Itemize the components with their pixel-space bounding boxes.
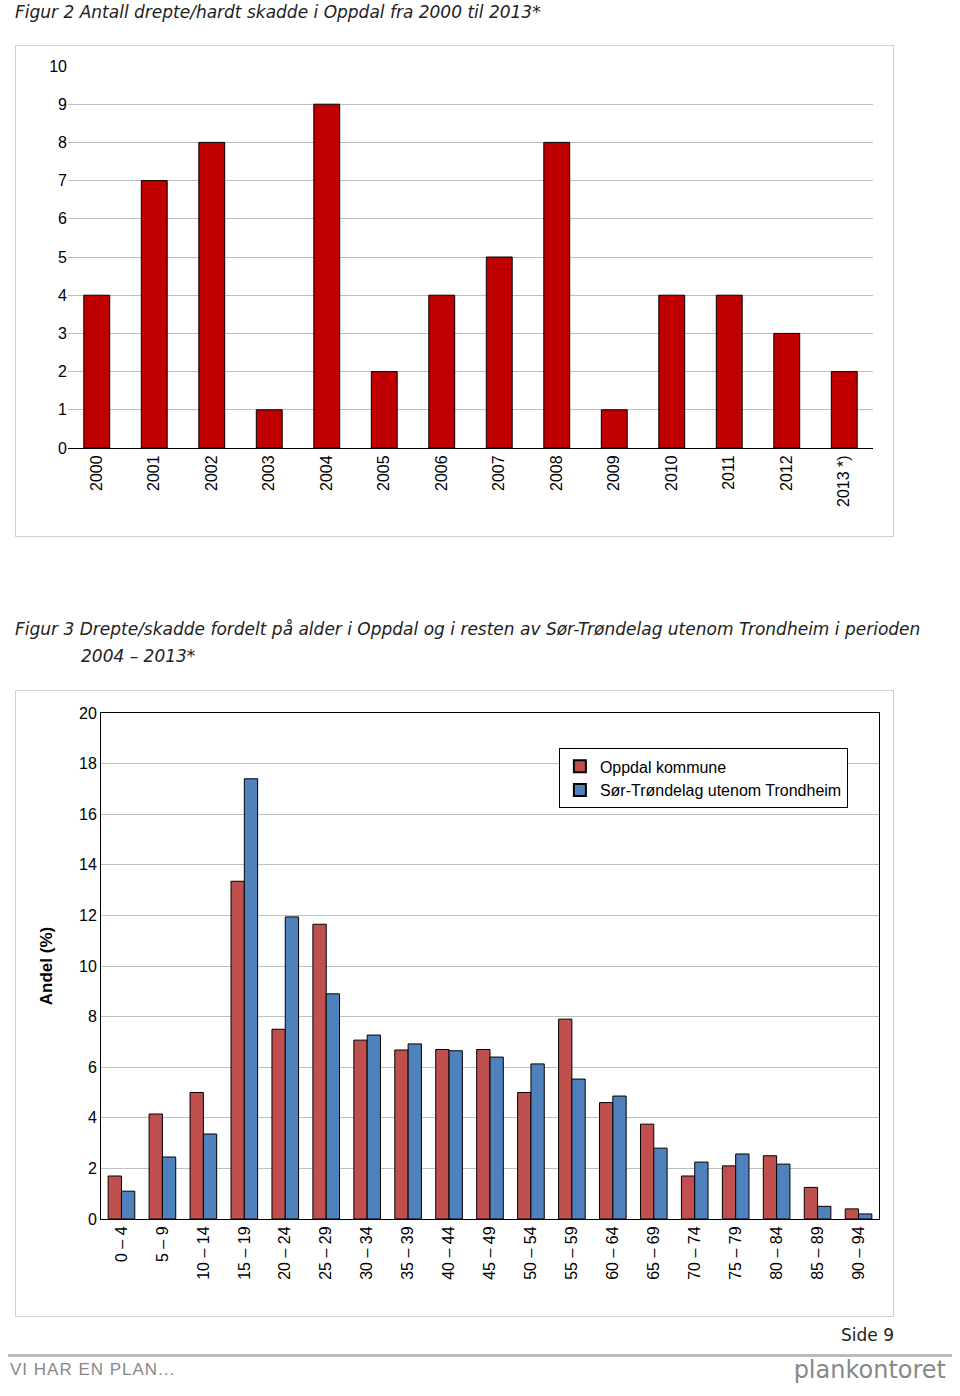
svg-text:12: 12 (79, 907, 97, 924)
svg-text:10: 10 (79, 958, 97, 975)
svg-text:40 – 44: 40 – 44 (440, 1226, 457, 1279)
svg-text:25 – 29: 25 – 29 (317, 1226, 334, 1279)
html-text:plankontoret: plankontoret (793, 1356, 946, 1384)
svg-text:0 – 4: 0 – 4 (113, 1226, 130, 1262)
svg-text:1: 1 (58, 401, 67, 418)
svg-text:0: 0 (58, 440, 67, 457)
svg-text:60 – 64: 60 – 64 (604, 1226, 621, 1279)
svg-text:4: 4 (88, 1109, 97, 1126)
svg-text:2013 *): 2013 *) (835, 455, 852, 507)
svg-text:55 – 59: 55 – 59 (563, 1226, 580, 1279)
svg-text:2003: 2003 (260, 455, 277, 491)
svg-text:Andel (%): Andel (%) (37, 927, 56, 1005)
svg-text:14: 14 (79, 856, 97, 873)
svg-text:8: 8 (58, 134, 67, 151)
svg-text:2005: 2005 (375, 455, 392, 491)
svg-text:2008: 2008 (548, 455, 565, 491)
svg-text:90 – 94: 90 – 94 (850, 1226, 867, 1279)
svg-text:2009: 2009 (605, 455, 622, 491)
svg-text:16: 16 (79, 806, 97, 823)
svg-text:9: 9 (58, 96, 67, 113)
svg-text:2000: 2000 (88, 455, 105, 491)
html-text:Side 9: Side 9 (841, 1325, 894, 1345)
svg-text:85 – 89: 85 – 89 (809, 1226, 826, 1279)
svg-text:45 – 49: 45 – 49 (481, 1226, 498, 1279)
svg-text:2: 2 (58, 363, 67, 380)
svg-text:Oppdal kommune: Oppdal kommune (600, 759, 726, 776)
svg-text:18: 18 (79, 755, 97, 772)
svg-text:2007: 2007 (490, 455, 507, 491)
html-text:Figur 3 Drepte/skadde fordelt: Figur 3 Drepte/skadde fordelt på alder i… (15, 619, 921, 666)
svg-text:Sør-Trøndelag utenom Trondheim: Sør-Trøndelag utenom Trondheim (600, 782, 841, 799)
svg-text:35 – 39: 35 – 39 (399, 1226, 416, 1279)
svg-text:65 – 69: 65 – 69 (645, 1226, 662, 1279)
svg-text:2001: 2001 (145, 455, 162, 491)
svg-text:6: 6 (88, 1059, 97, 1076)
svg-text:2010: 2010 (663, 455, 680, 491)
svg-text:2: 2 (88, 1160, 97, 1177)
svg-text:20: 20 (79, 705, 97, 722)
svg-text:2004: 2004 (318, 455, 335, 491)
svg-text:20 – 24: 20 – 24 (276, 1226, 293, 1279)
svg-text:15 – 19: 15 – 19 (236, 1226, 253, 1279)
svg-text:30 – 34: 30 – 34 (358, 1226, 375, 1279)
svg-text:3: 3 (58, 325, 67, 342)
svg-text:5: 5 (58, 249, 67, 266)
svg-text:10 – 14: 10 – 14 (195, 1226, 212, 1279)
svg-text:2002: 2002 (203, 455, 220, 491)
svg-text:0: 0 (88, 1211, 97, 1228)
svg-text:7: 7 (58, 172, 67, 189)
svg-text:4: 4 (58, 287, 67, 304)
svg-text:10: 10 (49, 58, 67, 75)
svg-text:8: 8 (88, 1008, 97, 1025)
svg-text:6: 6 (58, 210, 67, 227)
svg-text:75 – 79: 75 – 79 (727, 1226, 744, 1279)
svg-text:2006: 2006 (433, 455, 450, 491)
svg-text:2011: 2011 (720, 455, 737, 490)
svg-text:5 – 9: 5 – 9 (154, 1226, 171, 1262)
svg-text:70 – 74: 70 – 74 (686, 1226, 703, 1279)
svg-text:50 – 54: 50 – 54 (522, 1226, 539, 1279)
svg-text:2012: 2012 (778, 455, 795, 491)
svg-text:80 – 84: 80 – 84 (768, 1226, 785, 1279)
html-text:VI HAR EN PLAN...: VI HAR EN PLAN... (10, 1360, 176, 1379)
html-text:Figur 2 Antall drepte/hardt sk: Figur 2 Antall drepte/hardt skadde i Opp… (15, 2, 541, 22)
